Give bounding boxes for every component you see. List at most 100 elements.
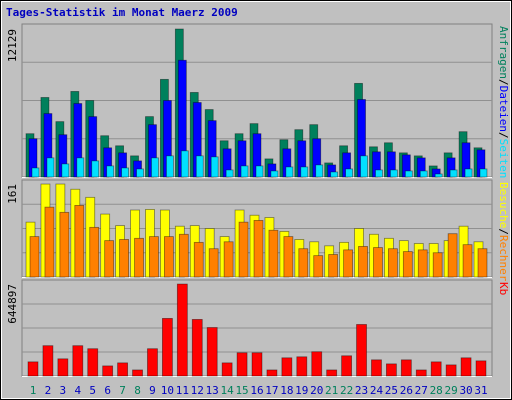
bar xyxy=(326,369,338,377)
bar xyxy=(419,170,428,178)
x-tick-label: 1 xyxy=(30,384,37,397)
bar xyxy=(87,348,99,377)
legend-entry: Besuche xyxy=(497,182,510,228)
bar xyxy=(328,254,339,278)
bar xyxy=(253,220,264,278)
bar xyxy=(313,255,324,278)
bar xyxy=(223,241,234,278)
bar xyxy=(281,357,293,377)
bar xyxy=(178,233,189,278)
bar xyxy=(475,360,487,377)
bar xyxy=(417,249,428,278)
x-tick-label: 10 xyxy=(161,384,174,397)
legend: Kb xyxy=(497,282,510,295)
bar xyxy=(449,169,458,178)
bar xyxy=(163,236,174,278)
bar xyxy=(464,168,473,178)
bar xyxy=(400,359,412,377)
bar xyxy=(296,356,308,377)
bar xyxy=(149,236,159,278)
bar xyxy=(283,236,294,278)
bar xyxy=(298,248,309,278)
bar xyxy=(285,166,294,178)
bar xyxy=(132,369,143,377)
x-tick-label: 25 xyxy=(385,384,398,397)
bar xyxy=(161,317,173,377)
bar xyxy=(136,168,144,178)
bar xyxy=(240,165,249,178)
bar xyxy=(432,252,443,278)
x-tick-label: 4 xyxy=(74,384,81,397)
x-tick-label: 2 xyxy=(45,384,52,397)
bar xyxy=(134,237,144,278)
bar xyxy=(341,355,353,377)
bar xyxy=(236,352,248,377)
bar xyxy=(44,206,55,278)
legend-entry: Kb xyxy=(497,282,510,295)
bar xyxy=(46,157,55,178)
bar xyxy=(195,155,204,178)
x-tick-label: 9 xyxy=(149,384,156,397)
bar xyxy=(360,155,368,178)
x-tick-label: 28 xyxy=(430,384,443,397)
bar xyxy=(434,173,443,178)
bar xyxy=(358,245,368,278)
bar xyxy=(61,163,70,178)
bar xyxy=(191,319,203,377)
bar xyxy=(193,241,204,278)
bar xyxy=(27,361,39,377)
bar xyxy=(102,365,114,377)
bar xyxy=(76,157,85,178)
bar xyxy=(343,249,354,278)
x-tick-label: 6 xyxy=(104,384,111,397)
x-tick-label: 24 xyxy=(370,384,384,397)
bar xyxy=(479,168,488,178)
bar xyxy=(315,164,324,178)
bar xyxy=(387,248,398,278)
bar xyxy=(445,364,457,377)
x-tick-label: 8 xyxy=(134,384,141,397)
bar xyxy=(210,156,219,178)
bar xyxy=(106,165,115,178)
legend-entry: Anfragen xyxy=(497,26,510,79)
bar xyxy=(356,324,367,377)
bar xyxy=(238,221,249,278)
bar xyxy=(74,205,85,278)
x-tick-label: 26 xyxy=(400,384,413,397)
x-tick-label: 29 xyxy=(445,384,458,397)
bar xyxy=(462,244,473,278)
bar xyxy=(255,165,264,178)
x-tick-label: 27 xyxy=(415,384,428,397)
x-tick-label: 17 xyxy=(265,384,278,397)
bar xyxy=(89,226,100,278)
bar xyxy=(415,369,427,377)
legend-entry: Seiten xyxy=(497,139,510,179)
y-tick-label: 12129 xyxy=(6,29,19,62)
x-tick-label: 7 xyxy=(119,384,126,397)
legend: Besuche/Rechner xyxy=(497,182,510,282)
x-tick-label: 12 xyxy=(191,384,204,397)
bar xyxy=(147,348,158,377)
bar xyxy=(402,251,413,278)
bar xyxy=(151,157,159,178)
bar xyxy=(330,171,339,178)
bar xyxy=(117,362,128,377)
x-tick-label: 13 xyxy=(206,384,219,397)
x-tick-label: 20 xyxy=(310,384,323,397)
bar xyxy=(447,233,458,278)
bar xyxy=(31,167,40,178)
bar xyxy=(460,357,472,377)
x-tick-label: 15 xyxy=(235,384,248,397)
x-tick-label: 31 xyxy=(474,384,487,397)
x-tick-label: 16 xyxy=(250,384,263,397)
bar xyxy=(29,236,40,278)
bar xyxy=(300,166,309,178)
bar xyxy=(345,168,354,178)
x-tick-label: 14 xyxy=(221,384,235,397)
x-tick-label: 22 xyxy=(340,384,353,397)
legend-separator: / xyxy=(497,79,510,86)
x-tick-label: 30 xyxy=(459,384,472,397)
bar xyxy=(121,167,129,178)
